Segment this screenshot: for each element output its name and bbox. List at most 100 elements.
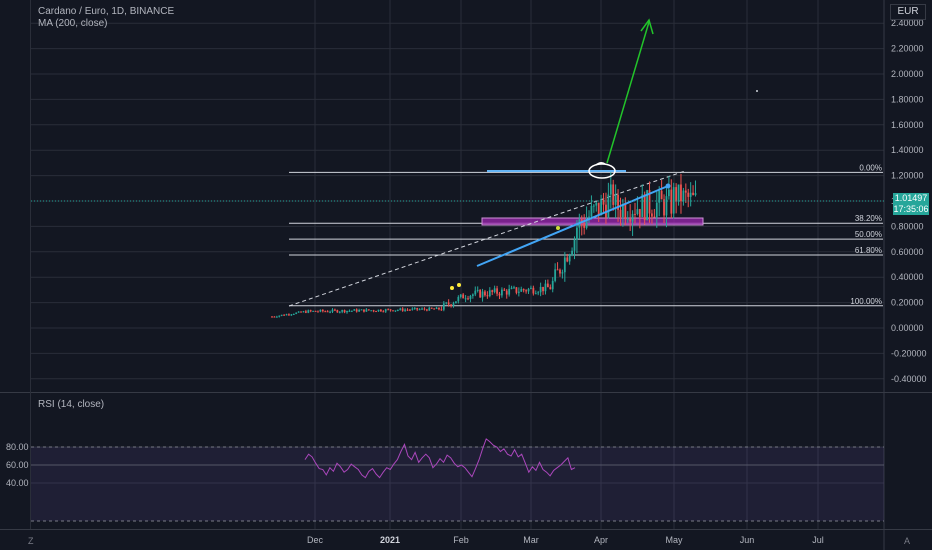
candle-body [300,311,302,313]
candle-body [583,223,586,228]
candle-body [655,202,658,218]
candle-body [544,283,547,292]
price-tick-label: 2.40000 [891,18,924,28]
price-tick-label: 1.80000 [891,94,924,104]
candle-body [438,307,440,310]
candle-body [423,308,426,310]
candle-body [508,288,511,295]
candle-body [622,204,624,218]
candle-body [360,309,363,311]
candle-body [505,290,508,295]
candle-body [396,309,399,311]
rsi-indicator-label[interactable]: RSI (14, close) [38,399,105,410]
candle-body [297,311,300,313]
time-tick-label: Dec [307,535,324,545]
candle-body [568,255,571,262]
price-candles [271,172,697,318]
symbol-title[interactable]: Cardano / Euro, 1D, BINANCE [38,6,175,17]
candle-body [559,269,561,274]
candle-body [643,194,646,221]
candle-body [648,190,651,214]
rsi-tick-label: 40.00 [6,478,29,488]
candle-body [595,202,598,206]
candle-body [406,309,409,311]
candle-body [624,204,627,220]
candle-body [469,295,472,299]
rsi-axis[interactable]: 80.00 60.00 40.00 [6,442,29,488]
candle-body [665,196,668,216]
dashed-trendline[interactable] [288,170,686,307]
candle-body [421,308,423,310]
candle-body [600,199,603,216]
candle-body [329,311,331,313]
candle-body [271,316,273,318]
candle-body [566,257,569,262]
candle-body [510,287,513,289]
fib-retracement[interactable]: 0.00% 38.20% 50.00% 61.80% 100.00% [289,163,883,307]
candle-body [367,309,370,311]
candle-body [612,184,615,205]
candle-body [343,310,346,313]
candle-body [571,250,573,256]
candle-body [389,309,392,311]
candle-body [392,310,394,312]
trendline-handle[interactable] [665,183,671,189]
ma-indicator-label[interactable]: MA (200, close) [38,18,108,29]
candle-body [404,309,406,311]
candle-body [358,310,361,312]
candle-body [663,199,665,216]
candle-body [452,303,455,306]
candle-body [384,309,387,312]
marker-dot [556,226,560,230]
candle-body [607,194,610,218]
candle-body [292,313,295,315]
candle-body [651,213,653,217]
candle-body [609,184,612,195]
price-tick-label: 0.40000 [891,272,924,282]
ascending-trendline[interactable] [476,185,669,267]
time-tick-label: Mar [523,535,539,545]
candle-body [488,290,491,297]
candle-body [682,190,685,202]
candle-body [675,187,678,202]
candle-body [501,289,503,296]
candle-body [334,309,336,311]
candle-body [348,310,351,312]
auto-scale-button[interactable]: A [904,536,911,546]
time-tick-label: 2021 [380,535,400,545]
candle-body [411,308,414,310]
price-tick-label: 1.20000 [891,171,924,181]
target-arrow[interactable] [606,18,654,164]
candle-body [457,296,460,302]
candle-body [687,192,690,197]
candle-body [619,209,622,218]
candle-body [554,269,557,281]
breakout-circle[interactable] [588,161,616,179]
price-tick-label: 1.60000 [891,120,924,130]
candle-body [278,315,281,317]
candle-body [517,291,520,293]
candle-body [336,310,339,313]
time-axis[interactable]: Dec 2021 Feb Mar Apr May Jun Jul [307,535,824,545]
candle-body [629,219,632,222]
candle-body [486,295,489,297]
candle-body [307,310,310,313]
candle-body [353,309,356,311]
currency-label[interactable]: EUR [890,4,926,20]
candle-body [602,199,605,205]
candle-body [532,287,535,294]
fib-level-label: 100.00% [850,297,882,306]
candle-body [290,314,293,316]
support-zone[interactable] [481,217,704,226]
marker-dot [457,283,461,287]
candle-body [440,309,443,311]
candle-body [350,310,353,312]
candle-body [382,311,385,313]
candle-body [561,272,564,274]
candle-body [638,209,641,217]
price-tick-label: 1.40000 [891,145,924,155]
timezone-button[interactable]: Z [28,536,34,546]
candle-body [636,209,639,215]
candle-body [418,309,421,311]
